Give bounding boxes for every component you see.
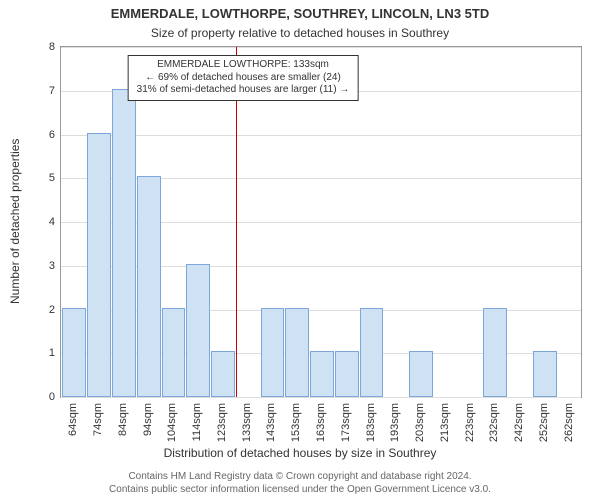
x-tick-label: 143sqm <box>265 403 277 442</box>
x-tick-label: 232sqm <box>488 403 500 442</box>
histogram-bar <box>533 351 557 397</box>
x-tick-label: 133sqm <box>241 403 253 442</box>
y-tick-label: 3 <box>49 260 55 272</box>
x-tick-label: 153sqm <box>290 403 302 442</box>
y-axis-label: Number of detached properties <box>8 138 22 303</box>
histogram-bar <box>285 308 309 398</box>
annotation-line: ← 69% of detached houses are smaller (24… <box>137 72 350 85</box>
x-tick-label: 84sqm <box>117 403 129 436</box>
y-tick-label: 2 <box>49 304 55 316</box>
x-tick-label: 114sqm <box>191 403 203 441</box>
x-tick-label: 242sqm <box>513 403 525 442</box>
histogram-plot: 01234567864sqm74sqm84sqm94sqm104sqm114sq… <box>60 46 582 398</box>
x-tick-label: 252sqm <box>538 403 550 442</box>
histogram-bar <box>261 308 285 398</box>
footer-line1: Contains HM Land Registry data © Crown c… <box>0 471 600 484</box>
gridline <box>61 47 581 48</box>
page-title-line1: EMMERDALE, LOWTHORPE, SOUTHREY, LINCOLN,… <box>0 6 600 21</box>
x-tick-label: 173sqm <box>340 403 352 442</box>
annotation-line: 31% of semi-detached houses are larger (… <box>137 84 350 97</box>
histogram-bar <box>211 351 235 397</box>
gridline <box>61 135 581 136</box>
y-tick-label: 6 <box>49 129 55 141</box>
x-tick-label: 262sqm <box>563 403 575 442</box>
histogram-bar <box>62 308 86 398</box>
histogram-bar <box>137 176 161 397</box>
x-tick-label: 163sqm <box>315 403 327 442</box>
x-tick-label: 193sqm <box>389 403 401 442</box>
y-tick-label: 7 <box>49 85 55 97</box>
y-tick-label: 8 <box>49 41 55 53</box>
histogram-bar <box>335 351 359 397</box>
x-tick-label: 74sqm <box>92 403 104 436</box>
x-tick-label: 123sqm <box>216 403 228 442</box>
histogram-bar <box>186 264 210 397</box>
footer-line2: Contains public sector information licen… <box>0 484 600 497</box>
page-title-line2: Size of property relative to detached ho… <box>0 26 600 40</box>
y-tick-label: 0 <box>49 391 55 403</box>
footer-attribution: Contains HM Land Registry data © Crown c… <box>0 471 600 496</box>
y-tick-label: 4 <box>49 216 55 228</box>
x-tick-label: 213sqm <box>439 403 451 442</box>
gridline <box>61 397 581 398</box>
x-tick-label: 64sqm <box>67 403 79 436</box>
x-tick-label: 203sqm <box>414 403 426 442</box>
histogram-bar <box>162 308 186 398</box>
histogram-bar <box>310 351 334 397</box>
x-tick-label: 183sqm <box>365 403 377 442</box>
annotation-box: EMMERDALE LOWTHORPE: 133sqm← 69% of deta… <box>128 55 359 101</box>
histogram-bar <box>112 89 136 397</box>
histogram-bar <box>360 308 384 398</box>
y-tick-label: 5 <box>49 172 55 184</box>
y-tick-label: 1 <box>49 347 55 359</box>
histogram-bar <box>409 351 433 397</box>
x-tick-label: 223sqm <box>464 403 476 442</box>
x-tick-label: 104sqm <box>166 403 178 442</box>
histogram-bar <box>483 308 507 398</box>
annotation-line: EMMERDALE LOWTHORPE: 133sqm <box>137 59 350 72</box>
x-tick-label: 94sqm <box>142 403 154 436</box>
histogram-bar <box>87 133 111 398</box>
x-axis-label: Distribution of detached houses by size … <box>0 446 600 460</box>
